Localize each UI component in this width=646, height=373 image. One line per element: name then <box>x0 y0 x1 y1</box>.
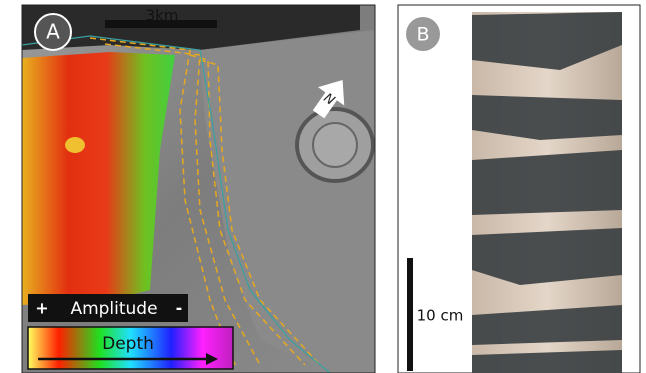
depth-title: Depth <box>102 334 154 354</box>
panel-b: B 10 cm <box>398 5 640 373</box>
crater-inner <box>313 123 357 167</box>
page: A 3km N + Amplitude - Depth B 10 cm <box>0 0 646 373</box>
scale-bar <box>407 258 413 371</box>
figure: A 3km N + Amplitude - Depth B 10 cm <box>0 0 646 373</box>
amplitude-minus: - <box>176 299 183 318</box>
amplitude-title: Amplitude <box>70 299 157 319</box>
scale-bar-label: 3km <box>146 7 179 25</box>
depth-peak <box>65 137 85 153</box>
scale-bar-label: 10 cm <box>417 307 464 325</box>
panel-a: A 3km N + Amplitude - Depth <box>22 5 375 373</box>
amplitude-plus: + <box>35 299 48 318</box>
panel-label: A <box>46 20 60 44</box>
panel-label: B <box>416 24 429 46</box>
